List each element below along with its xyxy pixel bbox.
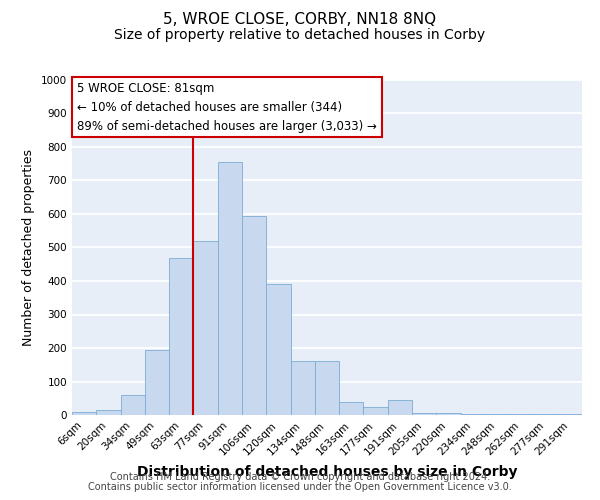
Bar bbox=[266, 284, 290, 415]
Text: Size of property relative to detached houses in Corby: Size of property relative to detached ho… bbox=[115, 28, 485, 42]
Y-axis label: Number of detached properties: Number of detached properties bbox=[22, 149, 35, 346]
Bar bbox=[242, 216, 266, 415]
Bar bbox=[412, 414, 436, 415]
Bar bbox=[72, 412, 96, 415]
Bar bbox=[485, 414, 509, 415]
Bar bbox=[436, 414, 461, 415]
Bar bbox=[193, 241, 218, 415]
X-axis label: Distribution of detached houses by size in Corby: Distribution of detached houses by size … bbox=[137, 465, 517, 479]
Bar bbox=[388, 400, 412, 415]
Bar bbox=[290, 362, 315, 415]
Text: 5 WROE CLOSE: 81sqm
← 10% of detached houses are smaller (344)
89% of semi-detac: 5 WROE CLOSE: 81sqm ← 10% of detached ho… bbox=[77, 82, 377, 132]
Bar bbox=[533, 414, 558, 415]
Bar bbox=[509, 414, 533, 415]
Bar bbox=[339, 402, 364, 415]
Bar bbox=[558, 414, 582, 415]
Bar bbox=[169, 258, 193, 415]
Bar bbox=[461, 414, 485, 415]
Bar bbox=[145, 350, 169, 415]
Bar bbox=[96, 410, 121, 415]
Bar bbox=[315, 362, 339, 415]
Text: 5, WROE CLOSE, CORBY, NN18 8NQ: 5, WROE CLOSE, CORBY, NN18 8NQ bbox=[163, 12, 437, 28]
Bar bbox=[218, 162, 242, 415]
Bar bbox=[364, 406, 388, 415]
Text: Contains HM Land Registry data © Crown copyright and database right 2024.: Contains HM Land Registry data © Crown c… bbox=[110, 472, 490, 482]
Text: Contains public sector information licensed under the Open Government Licence v3: Contains public sector information licen… bbox=[88, 482, 512, 492]
Bar bbox=[121, 395, 145, 415]
